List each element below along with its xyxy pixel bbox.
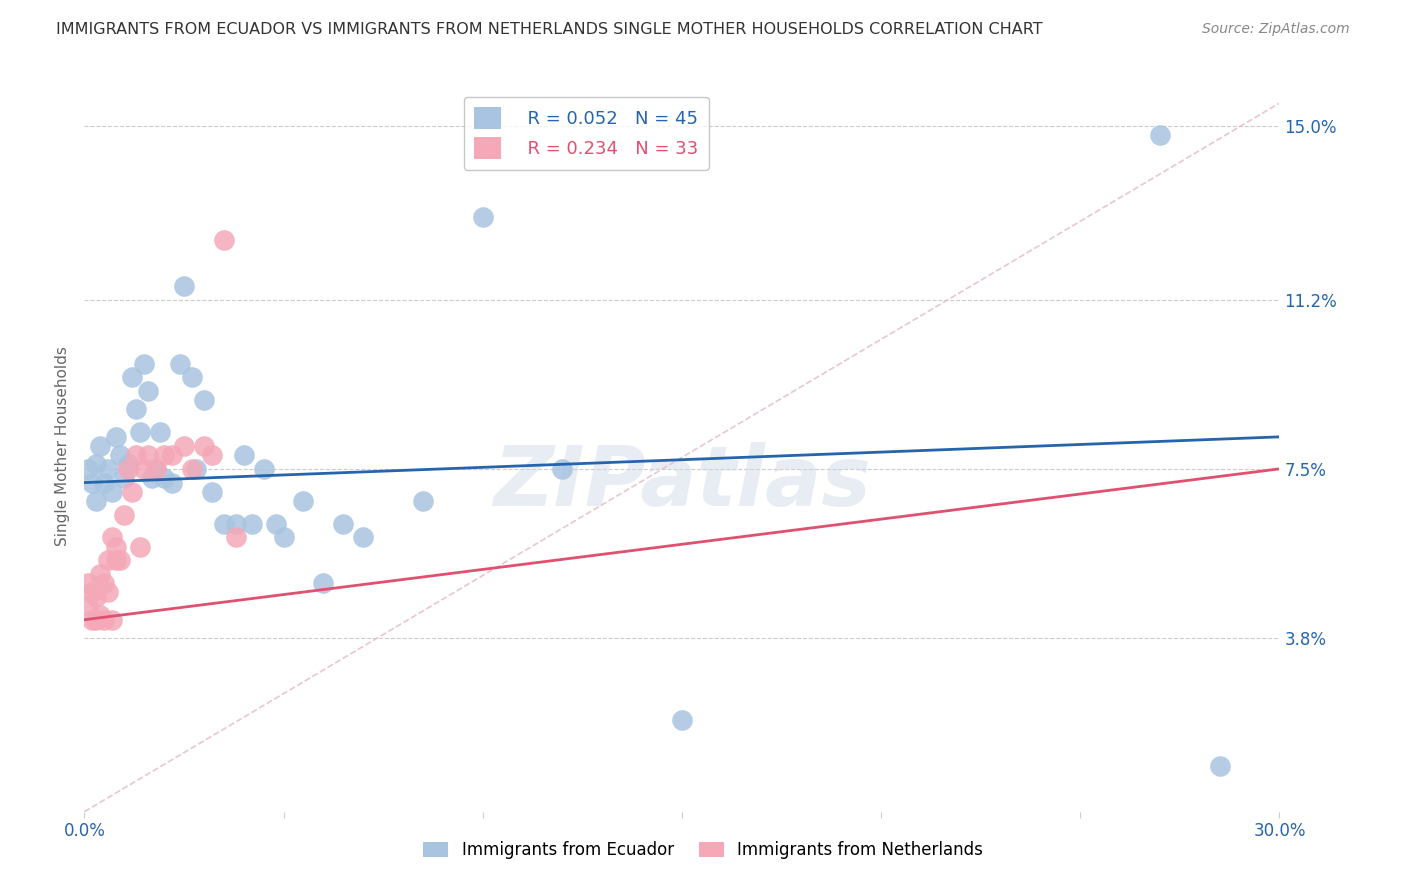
Point — [253, 462, 276, 476]
Point — [93, 613, 115, 627]
Point — [273, 530, 295, 544]
Point — [121, 370, 143, 384]
Point — [82, 613, 104, 627]
Point — [169, 357, 191, 371]
Point — [117, 458, 139, 472]
Point — [181, 370, 204, 384]
Point — [201, 484, 224, 499]
Point — [1149, 128, 1171, 143]
Legend: Immigrants from Ecuador, Immigrants from Netherlands: Immigrants from Ecuador, Immigrants from… — [416, 835, 990, 866]
Point — [125, 402, 148, 417]
Y-axis label: Single Mother Households: Single Mother Households — [55, 346, 70, 546]
Point — [136, 384, 159, 399]
Point — [153, 471, 176, 485]
Point — [160, 475, 183, 490]
Point — [181, 462, 204, 476]
Point — [141, 471, 163, 485]
Point — [112, 471, 135, 485]
Point — [125, 448, 148, 462]
Point — [132, 357, 156, 371]
Point — [86, 590, 108, 604]
Point — [173, 439, 195, 453]
Point — [93, 576, 115, 591]
Point — [193, 393, 215, 408]
Point — [89, 439, 111, 453]
Point — [117, 462, 139, 476]
Text: IMMIGRANTS FROM ECUADOR VS IMMIGRANTS FROM NETHERLANDS SINGLE MOTHER HOUSEHOLDS : IMMIGRANTS FROM ECUADOR VS IMMIGRANTS FR… — [56, 22, 1043, 37]
Point — [184, 462, 207, 476]
Point — [232, 448, 254, 462]
Point — [225, 516, 247, 531]
Point — [105, 540, 128, 554]
Point — [129, 540, 152, 554]
Point — [332, 516, 354, 531]
Point — [93, 475, 115, 490]
Point — [77, 599, 100, 613]
Point — [671, 714, 693, 728]
Point — [201, 448, 224, 462]
Point — [86, 458, 108, 472]
Point — [110, 553, 132, 567]
Point — [160, 448, 183, 462]
Point — [149, 425, 172, 440]
Point — [193, 439, 215, 453]
Point — [471, 211, 494, 225]
Point — [97, 585, 120, 599]
Point — [82, 475, 104, 490]
Point — [82, 585, 104, 599]
Point — [412, 494, 434, 508]
Point — [77, 576, 100, 591]
Text: ZIPatlas: ZIPatlas — [494, 442, 870, 523]
Point — [129, 425, 152, 440]
Point — [101, 530, 124, 544]
Point — [153, 448, 176, 462]
Point — [77, 462, 100, 476]
Point — [97, 553, 120, 567]
Point — [312, 576, 335, 591]
Point — [121, 484, 143, 499]
Text: Source: ZipAtlas.com: Source: ZipAtlas.com — [1202, 22, 1350, 37]
Point — [105, 430, 128, 444]
Point — [212, 233, 235, 247]
Point — [145, 462, 167, 476]
Point — [105, 553, 128, 567]
Point — [86, 613, 108, 627]
Point — [212, 516, 235, 531]
Point — [86, 494, 108, 508]
Point — [145, 462, 167, 476]
Point — [225, 530, 247, 544]
Point — [1209, 759, 1232, 773]
Point — [101, 613, 124, 627]
Point — [132, 462, 156, 476]
Point — [173, 279, 195, 293]
Point — [352, 530, 374, 544]
Legend:   R = 0.052   N = 45,   R = 0.234   N = 33: R = 0.052 N = 45, R = 0.234 N = 33 — [464, 96, 709, 169]
Point — [292, 494, 315, 508]
Point — [240, 516, 263, 531]
Point — [89, 567, 111, 582]
Point — [112, 508, 135, 522]
Point — [136, 448, 159, 462]
Point — [551, 462, 574, 476]
Point — [97, 462, 120, 476]
Point — [264, 516, 287, 531]
Point — [101, 484, 124, 499]
Point — [89, 608, 111, 623]
Point — [110, 448, 132, 462]
